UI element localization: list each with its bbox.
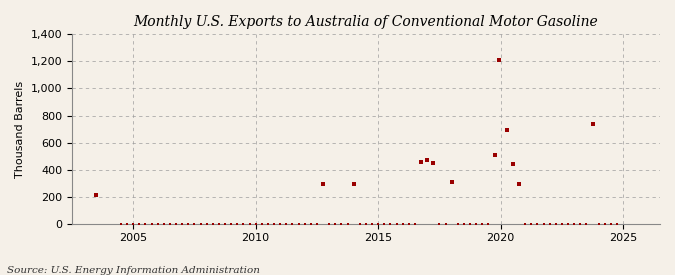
- Point: [483, 222, 494, 226]
- Point: [165, 222, 176, 226]
- Point: [250, 222, 261, 226]
- Point: [287, 222, 298, 226]
- Point: [404, 222, 414, 226]
- Point: [330, 222, 341, 226]
- Point: [458, 222, 469, 226]
- Point: [446, 180, 457, 184]
- Point: [440, 222, 451, 226]
- Point: [581, 222, 592, 226]
- Point: [91, 193, 102, 197]
- Point: [348, 182, 359, 186]
- Point: [305, 222, 316, 226]
- Point: [502, 128, 512, 133]
- Point: [293, 222, 304, 226]
- Point: [153, 222, 163, 226]
- Point: [489, 153, 500, 157]
- Point: [557, 222, 568, 226]
- Point: [225, 222, 236, 226]
- Point: [385, 222, 396, 226]
- Point: [508, 161, 518, 166]
- Point: [373, 222, 383, 226]
- Point: [434, 222, 445, 226]
- Point: [263, 222, 273, 226]
- Point: [128, 222, 138, 226]
- Point: [575, 222, 586, 226]
- Point: [367, 222, 377, 226]
- Point: [312, 222, 323, 226]
- Point: [587, 122, 598, 126]
- Title: Monthly U.S. Exports to Australia of Conventional Motor Gasoline: Monthly U.S. Exports to Australia of Con…: [134, 15, 598, 29]
- Point: [342, 222, 353, 226]
- Point: [189, 222, 200, 226]
- Point: [379, 222, 389, 226]
- Point: [146, 222, 157, 226]
- Point: [569, 222, 580, 226]
- Point: [232, 222, 243, 226]
- Point: [593, 222, 604, 226]
- Point: [550, 222, 561, 226]
- Point: [318, 182, 329, 186]
- Point: [612, 222, 622, 226]
- Point: [526, 222, 537, 226]
- Point: [177, 222, 188, 226]
- Point: [299, 222, 310, 226]
- Point: [520, 222, 531, 226]
- Point: [477, 222, 488, 226]
- Point: [428, 161, 439, 165]
- Point: [244, 222, 255, 226]
- Point: [416, 159, 427, 164]
- Text: Source: U.S. Energy Information Administration: Source: U.S. Energy Information Administ…: [7, 266, 260, 275]
- Point: [410, 222, 421, 226]
- Point: [256, 222, 267, 226]
- Point: [354, 222, 365, 226]
- Point: [171, 222, 182, 226]
- Point: [269, 222, 279, 226]
- Point: [605, 222, 616, 226]
- Point: [213, 222, 224, 226]
- Point: [544, 222, 555, 226]
- Point: [219, 222, 230, 226]
- Point: [140, 222, 151, 226]
- Point: [464, 222, 475, 226]
- Point: [493, 58, 504, 62]
- Point: [134, 222, 144, 226]
- Y-axis label: Thousand Barrels: Thousand Barrels: [15, 81, 25, 178]
- Point: [122, 222, 132, 226]
- Point: [324, 222, 335, 226]
- Point: [532, 222, 543, 226]
- Point: [422, 158, 433, 162]
- Point: [392, 222, 402, 226]
- Point: [115, 222, 126, 226]
- Point: [201, 222, 212, 226]
- Point: [599, 222, 610, 226]
- Point: [207, 222, 218, 226]
- Point: [159, 222, 169, 226]
- Point: [275, 222, 286, 226]
- Point: [360, 222, 371, 226]
- Point: [183, 222, 194, 226]
- Point: [471, 222, 482, 226]
- Point: [538, 222, 549, 226]
- Point: [563, 222, 574, 226]
- Point: [238, 222, 249, 226]
- Point: [452, 222, 463, 226]
- Point: [336, 222, 347, 226]
- Point: [281, 222, 292, 226]
- Point: [514, 182, 524, 186]
- Point: [398, 222, 408, 226]
- Point: [195, 222, 206, 226]
